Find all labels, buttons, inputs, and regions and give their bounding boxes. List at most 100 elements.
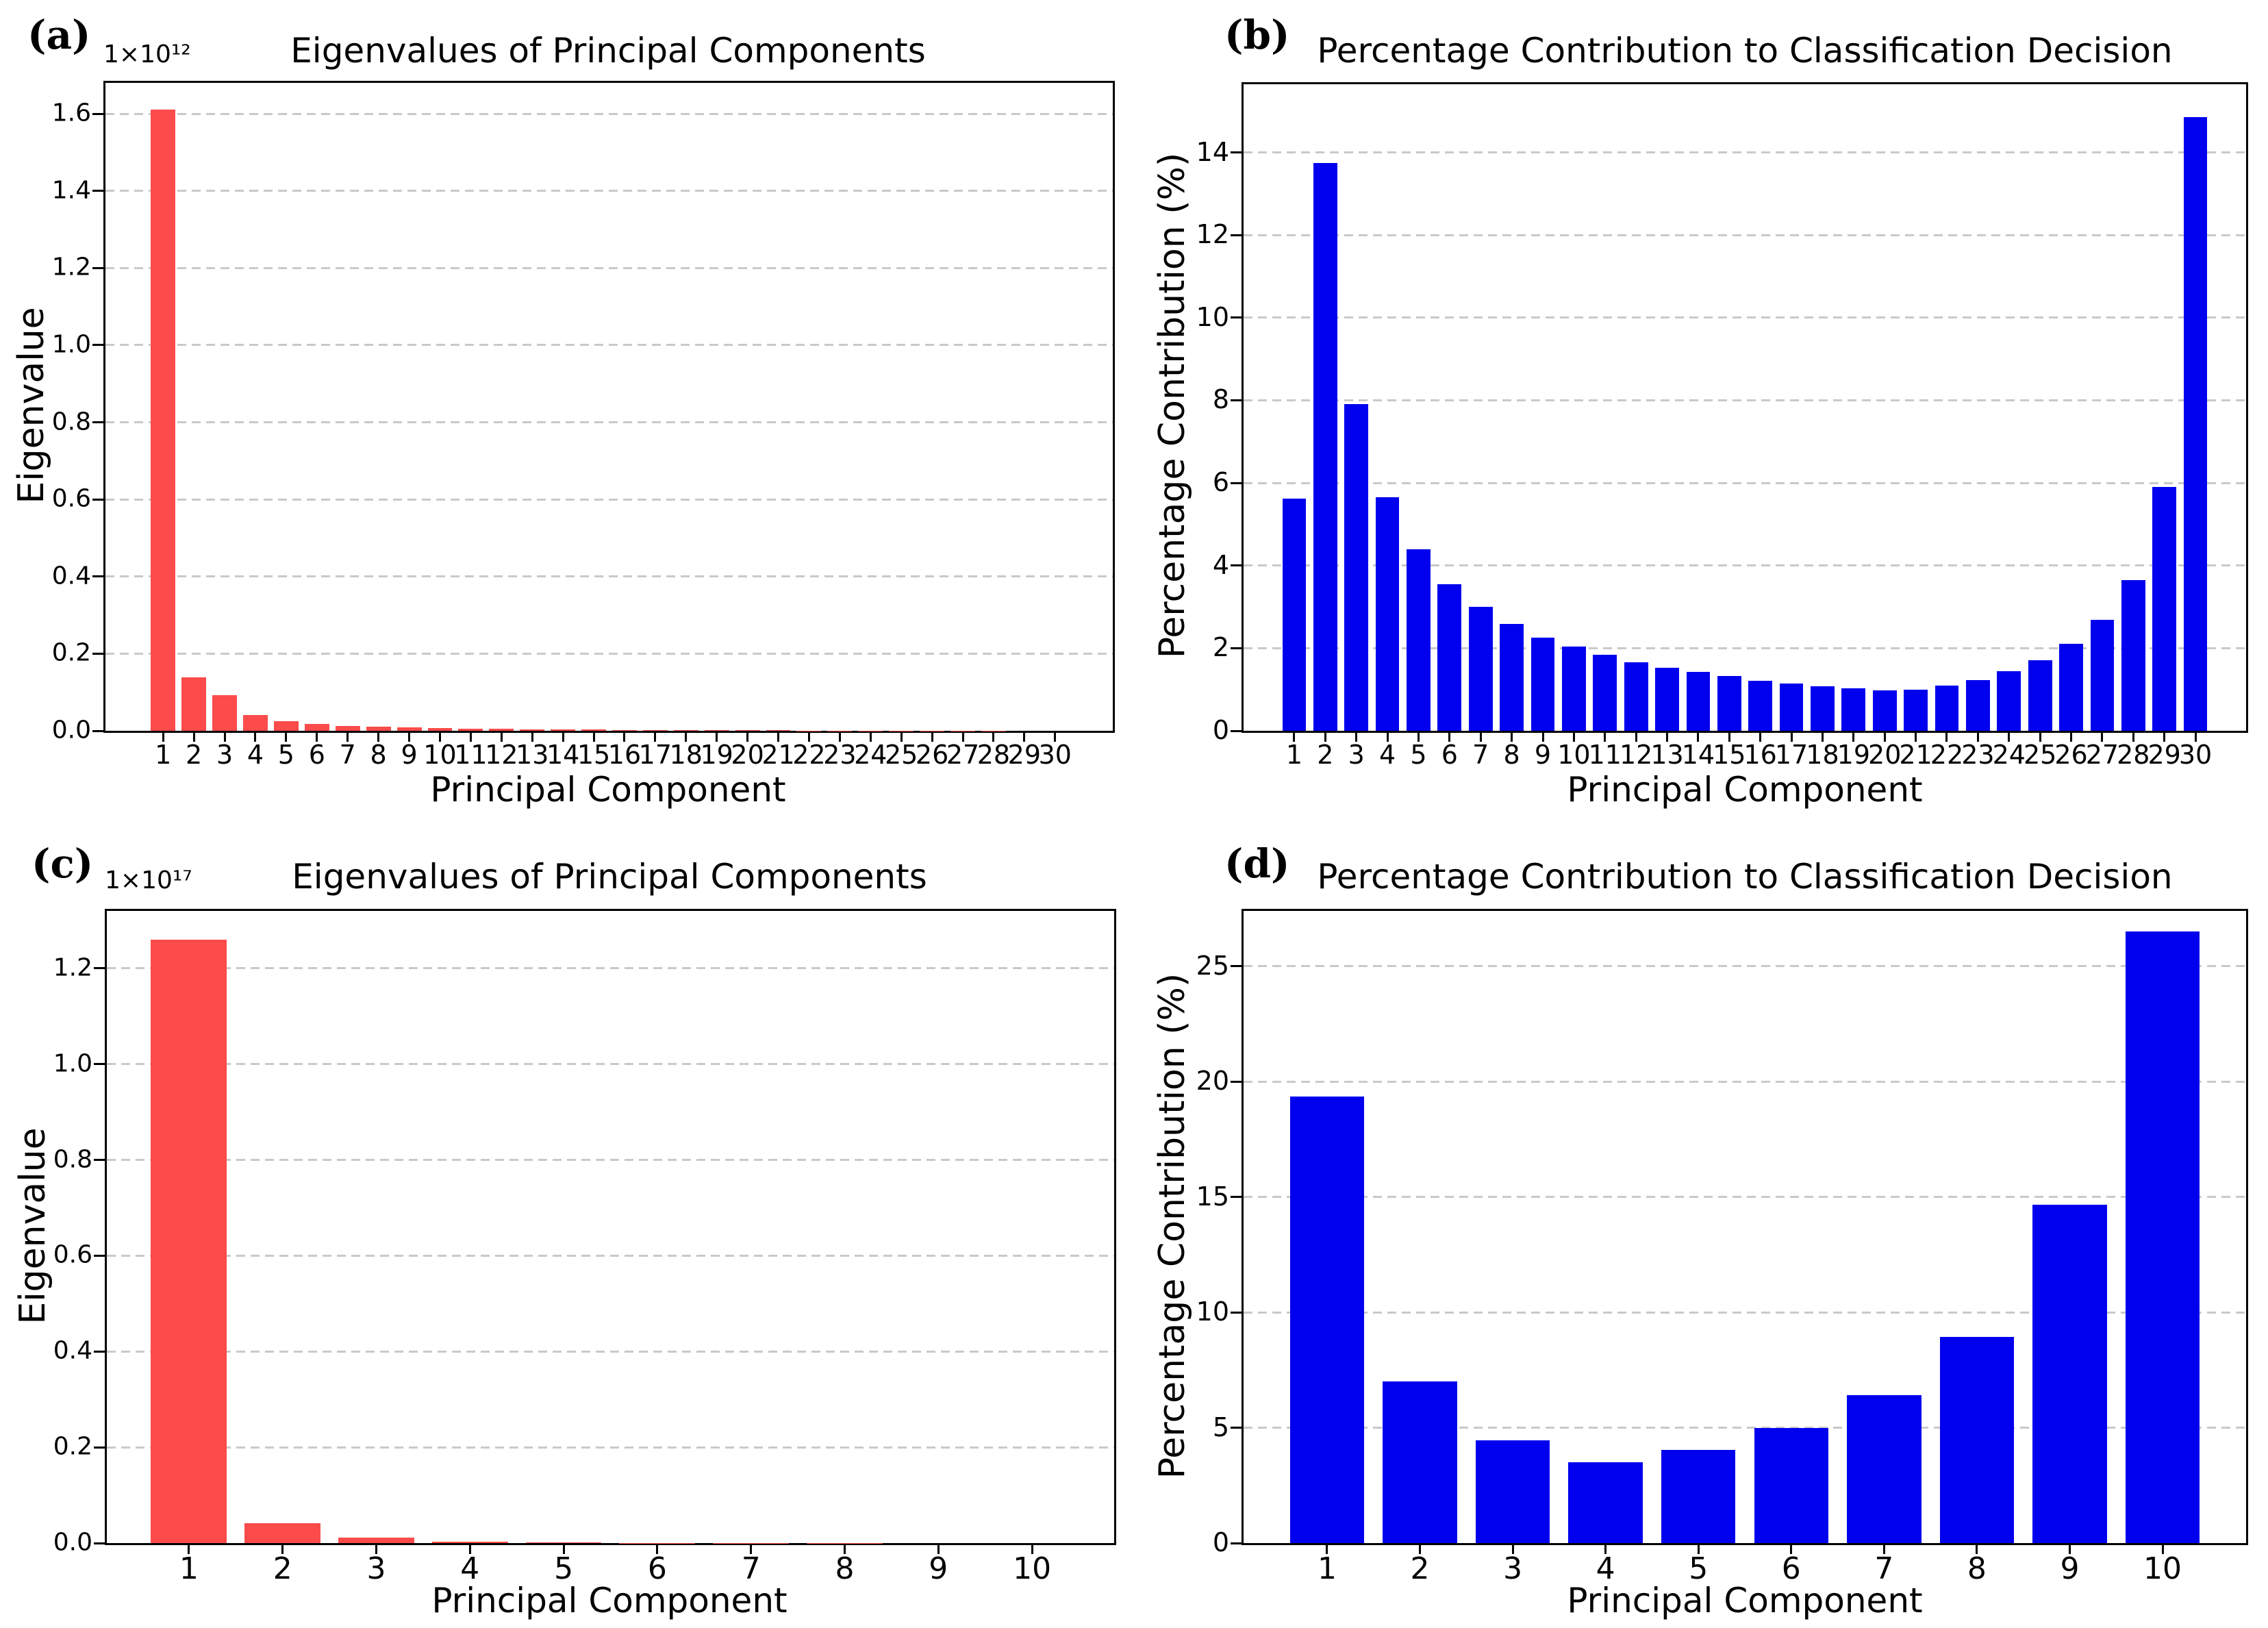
gridline: [105, 112, 1113, 115]
bar: [1562, 646, 1586, 731]
x-tick-label: 2: [1410, 1551, 1430, 1586]
panel-label-d: (d): [1224, 840, 1290, 887]
bar: [1375, 497, 1400, 731]
y-tick-label: 1.0: [51, 330, 91, 359]
y-tick-mark: [1231, 1311, 1242, 1314]
x-tick-mark: [1419, 1545, 1422, 1554]
y-tick-label: 1.6: [51, 99, 91, 127]
y-tick-label: 0.6: [51, 484, 91, 513]
gridline: [105, 421, 1113, 424]
y-tick-label: 10: [1196, 1297, 1229, 1327]
bar: [1939, 1336, 2015, 1543]
x-tick-mark: [1852, 733, 1855, 742]
x-tick-mark: [1386, 733, 1389, 742]
y-axis-label-b: Percentage Contribution (%): [1152, 152, 1193, 659]
y-tick-mark: [92, 421, 103, 424]
x-tick-mark: [623, 733, 626, 742]
x-tick-label: 8: [1967, 1551, 1987, 1586]
x-tick-mark: [961, 733, 964, 742]
x-tick-label: 13: [516, 740, 549, 770]
x-tick-label: 6: [1441, 740, 1458, 770]
x-tick-label: 1: [179, 1551, 199, 1586]
x-tick-label: 4: [460, 1551, 480, 1586]
y-tick-label: 0.8: [51, 407, 91, 436]
x-tick-mark: [1666, 733, 1669, 742]
x-tick-mark: [777, 733, 780, 742]
bar: [1313, 162, 1337, 731]
bar: [612, 729, 637, 731]
x-tick-label: 28: [2117, 740, 2150, 770]
x-tick-mark: [1728, 733, 1730, 742]
bar: [1779, 683, 1804, 731]
y-tick-label: 0.0: [51, 716, 91, 744]
x-tick-label: 6: [1781, 1551, 1801, 1586]
x-tick-mark: [1293, 733, 1296, 742]
bar: [458, 728, 483, 731]
y-axis-label-a: Eigenvalue: [11, 307, 52, 504]
bar: [273, 721, 299, 731]
gridline: [1244, 647, 2246, 649]
x-tick-mark: [807, 733, 810, 742]
y-axis-label-c: Eigenvalue: [12, 1127, 53, 1325]
x-tick-mark: [900, 733, 903, 742]
bar: [1686, 672, 1711, 731]
x-tick-label: 5: [1689, 1551, 1709, 1586]
bar: [1407, 549, 1431, 731]
bar: [1748, 681, 1773, 731]
x-tick-label: 20: [1868, 740, 1902, 770]
y-tick-mark: [1231, 481, 1242, 484]
x-tick-mark: [408, 733, 411, 742]
x-tick-label: 15: [1713, 740, 1746, 770]
x-tick-mark: [192, 733, 195, 742]
x-tick-label: 2: [1317, 740, 1334, 770]
x-tick-label: 24: [1992, 740, 2026, 770]
x-tick-mark: [1023, 733, 1026, 742]
y-tick-label: 1.0: [53, 1049, 92, 1078]
bar: [335, 725, 360, 731]
x-tick-mark: [1697, 733, 1700, 742]
y-tick-mark: [92, 498, 103, 501]
bar: [581, 729, 606, 731]
y-tick-mark: [1231, 316, 1242, 319]
y-tick-label: 0.4: [51, 562, 91, 590]
y-tick-label: 0: [1212, 1527, 1229, 1558]
x-tick-mark: [2163, 733, 2166, 742]
x-tick-mark: [1326, 1545, 1328, 1554]
x-tick-label: 8: [835, 1551, 855, 1586]
bar: [244, 1523, 321, 1543]
x-tick-mark: [375, 1545, 377, 1554]
panel-label-b: (b): [1224, 12, 1290, 58]
y-tick-mark: [94, 1446, 105, 1449]
x-tick-label: 7: [1874, 1551, 1894, 1586]
x-tick-label: 5: [554, 1551, 574, 1586]
bar: [2183, 117, 2208, 731]
x-tick-label: 27: [946, 740, 980, 770]
x-tick-label: 19: [1837, 740, 1871, 770]
x-tick-label: 3: [1348, 740, 1365, 770]
bar: [642, 729, 668, 731]
bar: [766, 730, 791, 731]
x-tick-mark: [438, 733, 441, 742]
y-tick-mark: [1231, 234, 1242, 236]
y-tick-mark: [94, 1542, 105, 1544]
bar: [2032, 1205, 2107, 1543]
y-tick-mark: [1231, 729, 1242, 732]
y-tick-label: 1.2: [53, 953, 92, 982]
x-tick-label: 26: [915, 740, 949, 770]
bar: [181, 677, 207, 731]
bar: [489, 729, 514, 731]
bar: [1593, 655, 1617, 731]
bar: [304, 724, 329, 731]
y-tick-mark: [1231, 647, 1242, 649]
x-tick-label: 4: [247, 740, 264, 770]
bar: [1383, 1381, 1457, 1543]
x-tick-label: 25: [2023, 740, 2057, 770]
x-tick-label: 12: [1619, 740, 1653, 770]
x-tick-label: 21: [1899, 740, 1932, 770]
bar: [2028, 660, 2052, 731]
bar: [2152, 487, 2177, 731]
x-tick-label: 10: [1557, 740, 1591, 770]
x-tick-mark: [1821, 733, 1824, 742]
bar: [551, 729, 576, 731]
x-axis-label-b: Principal Component: [1567, 770, 1923, 810]
